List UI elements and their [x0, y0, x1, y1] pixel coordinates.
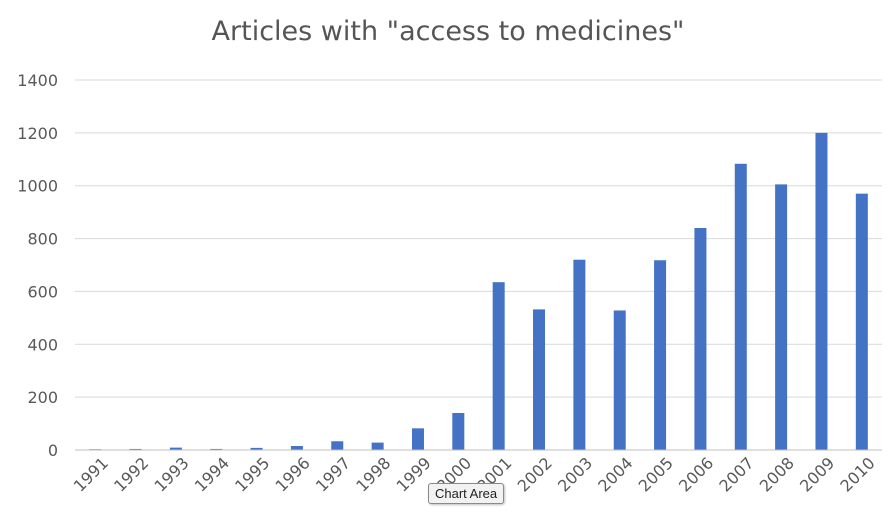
y-tick-label: 1000 [17, 177, 58, 196]
bar-1995[interactable] [250, 447, 263, 450]
bar-2001[interactable] [492, 282, 505, 450]
y-tick-label: 1400 [17, 71, 58, 90]
x-tick-label: 1996 [272, 453, 314, 495]
bar-2008[interactable] [775, 184, 788, 450]
bar-1994[interactable] [210, 448, 223, 450]
x-tick-label: 2006 [675, 453, 717, 495]
gridlines [75, 79, 882, 398]
x-tick-label: 2007 [715, 453, 757, 495]
chart-title: Articles with "access to medicines" [212, 16, 685, 47]
bar-2002[interactable] [533, 309, 546, 450]
x-tick-label: 1991 [70, 453, 112, 495]
bar-1993[interactable] [169, 447, 182, 450]
bar-1992[interactable] [129, 448, 142, 450]
y-tick-label: 0 [48, 441, 58, 460]
x-tick-label: 1998 [352, 453, 394, 495]
x-tick-label: 1992 [110, 453, 152, 495]
bar-2007[interactable] [734, 163, 747, 450]
bar-2004[interactable] [613, 310, 626, 450]
x-tick-label: 2005 [635, 453, 677, 495]
bar-2009[interactable] [815, 132, 828, 450]
bars [89, 132, 868, 450]
bar-1997[interactable] [331, 441, 344, 450]
bar-1999[interactable] [411, 428, 424, 450]
bar-2005[interactable] [654, 260, 667, 450]
x-tick-label: 1993 [150, 453, 192, 495]
y-tick-label: 1200 [17, 124, 58, 143]
x-tick-label: 2002 [514, 453, 556, 495]
y-tick-label: 600 [27, 282, 58, 301]
x-tick-label: 1995 [231, 453, 273, 495]
x-tick-label: 2010 [836, 453, 878, 495]
x-tick-label: 2004 [594, 453, 636, 495]
bar-1996[interactable] [290, 446, 303, 450]
bar-2000[interactable] [452, 413, 465, 450]
y-tick-label: 400 [27, 335, 58, 354]
bar-2010[interactable] [855, 193, 868, 450]
x-tick-label: 2009 [796, 453, 838, 495]
y-tick-label: 200 [27, 388, 58, 407]
x-tick-label: 1997 [312, 453, 354, 495]
chart-area-tooltip: Chart Area [428, 483, 505, 504]
x-tick-label: 2003 [554, 453, 596, 495]
y-tick-label: 800 [27, 230, 58, 249]
bar-1998[interactable] [371, 442, 384, 450]
x-tick-label: 1994 [191, 453, 233, 495]
y-axis-ticks: 0 200 400 600 800 1000 1200 1400 [17, 71, 58, 460]
bar-2006[interactable] [694, 228, 707, 450]
x-tick-label: 2008 [756, 453, 798, 495]
bar-2003[interactable] [573, 259, 586, 450]
